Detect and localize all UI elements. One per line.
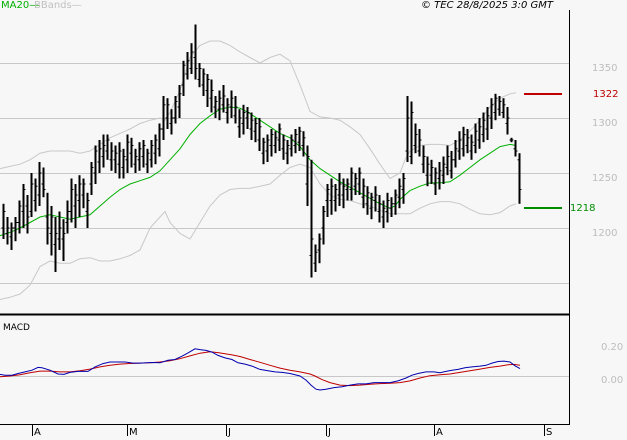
support-label: 1218: [570, 203, 596, 214]
x-tick-jul: J: [328, 427, 331, 438]
macd-tick-0.20: 0.20: [601, 342, 624, 353]
support-resistance-lines: [524, 93, 562, 209]
x-tick-apr: A: [34, 427, 41, 438]
y-tick-1200: 1200: [592, 228, 618, 239]
x-tick-aug: A: [436, 427, 443, 438]
macd-lines: [0, 348, 521, 391]
legend-ma20: MA20—: [1, 0, 39, 12]
legend-bbands-swatch: —: [71, 0, 82, 11]
x-tick-jun: J: [228, 427, 231, 438]
legend-bbands: BBands—: [34, 0, 82, 12]
x-axis-ticks: [32, 424, 545, 436]
y-tick-1350: 1350: [592, 63, 618, 74]
y-tick-1250: 1250: [592, 173, 618, 184]
x-tick-may: M: [129, 427, 138, 438]
resistance-label: 1322: [593, 89, 619, 100]
legend-ma20-swatch: —: [29, 0, 40, 11]
bollinger-bands: [0, 40, 517, 300]
x-tick-sep: S: [546, 427, 553, 438]
legend-ma20-label: MA20: [1, 0, 30, 11]
ohlc-bars: [1, 24, 522, 278]
macd-title: MACD: [3, 323, 30, 333]
chart-frame: [0, 10, 570, 425]
legend-bbands-label: BBands: [34, 0, 72, 11]
y-tick-1300: 1300: [592, 118, 618, 129]
copyright-timestamp: © TEC 28/8/2025 3:0 GMT: [421, 0, 553, 11]
price-gridlines: [0, 63, 569, 284]
macd-tick-0.00: 0.00: [601, 375, 624, 386]
